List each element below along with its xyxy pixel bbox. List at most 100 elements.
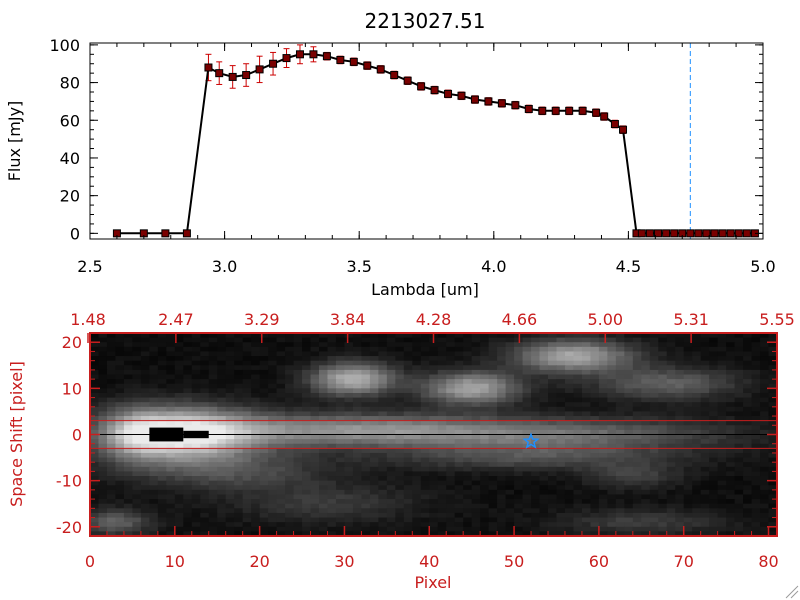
heatmap-cell [352,333,363,339]
heatmap-cell [420,452,430,459]
heatmap-cell [683,402,693,408]
heatmap-cell [361,512,371,519]
y-tick-label: 0 [70,224,80,243]
heatmap-cell [488,397,498,403]
heatmap-cell [200,374,210,380]
heatmap-cell [463,406,473,413]
heatmap-cell [709,379,719,385]
heatmap-cell [98,526,108,532]
heatmap-cell [183,480,193,486]
heatmap-cell [403,383,413,389]
heatmap-cell [514,379,524,385]
heatmap-cell [285,351,295,357]
heatmap-cell [590,531,600,537]
heatmap-cell [191,485,201,491]
heatmap-cell [649,485,659,491]
heatmap-cell [140,356,150,362]
y-tick-label: 80 [60,74,80,93]
heatmap-cell [632,517,642,523]
heatmap-cell [302,397,312,403]
heatmap-cell [200,365,210,371]
heatmap-cell [293,429,303,436]
heatmap-cell [90,333,100,339]
heatmap-cell [251,522,261,528]
heatmap-cell [488,462,498,468]
heatmap-cell [310,443,320,449]
heatmap-cell [505,333,515,339]
heatmap-cell [446,425,456,431]
heatmap-cell [335,374,346,380]
heatmap-cell [700,522,710,528]
heatmap-cell [446,416,456,422]
heatmap-cell [302,379,312,385]
heatmap-cell [726,457,736,463]
heatmap-cell [276,443,286,449]
heatmap-cell [463,420,473,426]
heatmap-cell [285,503,295,509]
heatmap-cell [276,439,286,445]
heatmap-cell [225,526,235,532]
heatmap-cell [208,503,218,509]
heatmap-cell [590,379,600,385]
heatmap-cell [607,517,617,523]
heatmap-cell [149,351,159,357]
resize-grip-icon[interactable] [785,585,799,599]
heatmap-cell [242,374,252,380]
heatmap-cell [352,416,363,422]
heatmap-cell [174,508,184,514]
heatmap-cell [734,531,744,537]
heatmap-cell [242,383,252,389]
heatmap-cell [454,489,464,496]
heatmap-cell [573,452,583,459]
heatmap-cell [581,508,592,514]
heatmap-cell [607,526,617,532]
heatmap-cell [293,392,303,399]
heatmap-cell [709,411,719,417]
heatmap-cell [709,383,719,389]
heatmap-cell [157,342,167,348]
heatmap-cell [607,337,617,343]
heatmap-cell [157,333,167,339]
heatmap-cell [760,388,770,394]
heatmap-cell [649,466,659,473]
heatmap-cell [607,365,617,371]
heatmap-cell [548,369,558,376]
heatmap-cell [157,402,167,408]
heatmap-cell [429,416,439,422]
heatmap-cell [268,480,278,486]
heatmap-cell [471,411,481,417]
heatmap-cell [717,512,727,519]
heatmap-cell [548,351,558,357]
heatmap-cell [658,512,668,519]
heatmap-cell [98,434,108,440]
heatmap-cell [429,434,439,440]
heatmap-cell [242,356,252,362]
heatmap-cell [191,392,201,399]
heatmap-cell [743,485,753,491]
heatmap-cell [174,383,184,389]
heatmap-cell [505,402,515,408]
heatmap-cell [726,531,736,537]
heatmap-cell [768,411,778,417]
heatmap-cell [768,383,778,389]
heatmap-cell [200,526,210,532]
heatmap-cell [564,411,575,417]
heatmap-cell [700,411,710,417]
heatmap-cell [624,406,634,413]
heatmap-cell [709,397,719,403]
heatmap-cell [471,420,481,426]
heatmap-cell [140,476,150,482]
heatmap-cell [98,462,108,468]
heatmap-cell [115,494,125,500]
heatmap-cell [174,503,184,509]
heatmap-cell [225,379,235,385]
heatmap-cell [548,360,558,366]
heatmap-cell [556,476,566,482]
heatmap-cell [217,503,227,509]
heatmap-cell [352,508,363,514]
heatmap-cell [488,360,498,366]
heatmap-cell [115,402,125,408]
heatmap-cell [378,503,388,509]
heatmap-cell [251,476,261,482]
heatmap-cell [624,351,634,357]
